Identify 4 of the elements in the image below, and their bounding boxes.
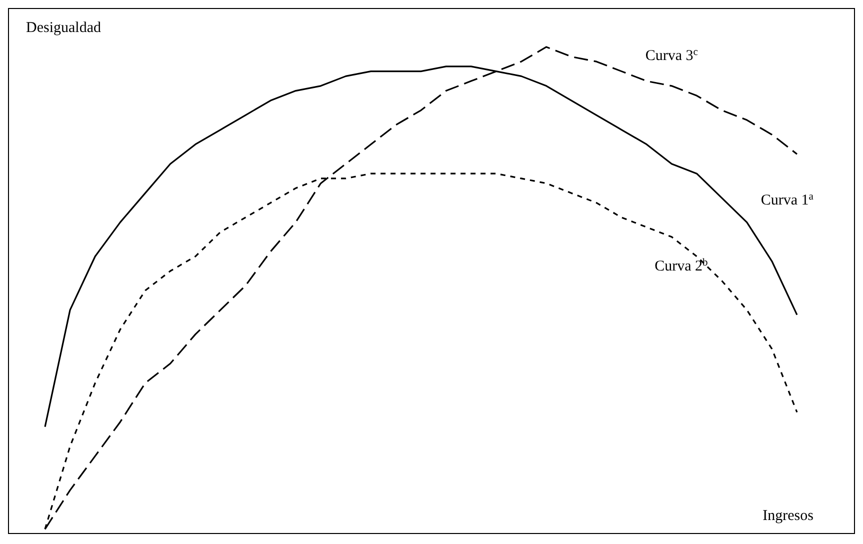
- y-axis-title: Desigualdad: [26, 20, 102, 36]
- series-label: Curva 1$^{a}$: [760, 190, 814, 208]
- x-axis-title: Ingresos: [762, 508, 814, 524]
- series-label: Curva 3$^{c}$: [645, 46, 698, 64]
